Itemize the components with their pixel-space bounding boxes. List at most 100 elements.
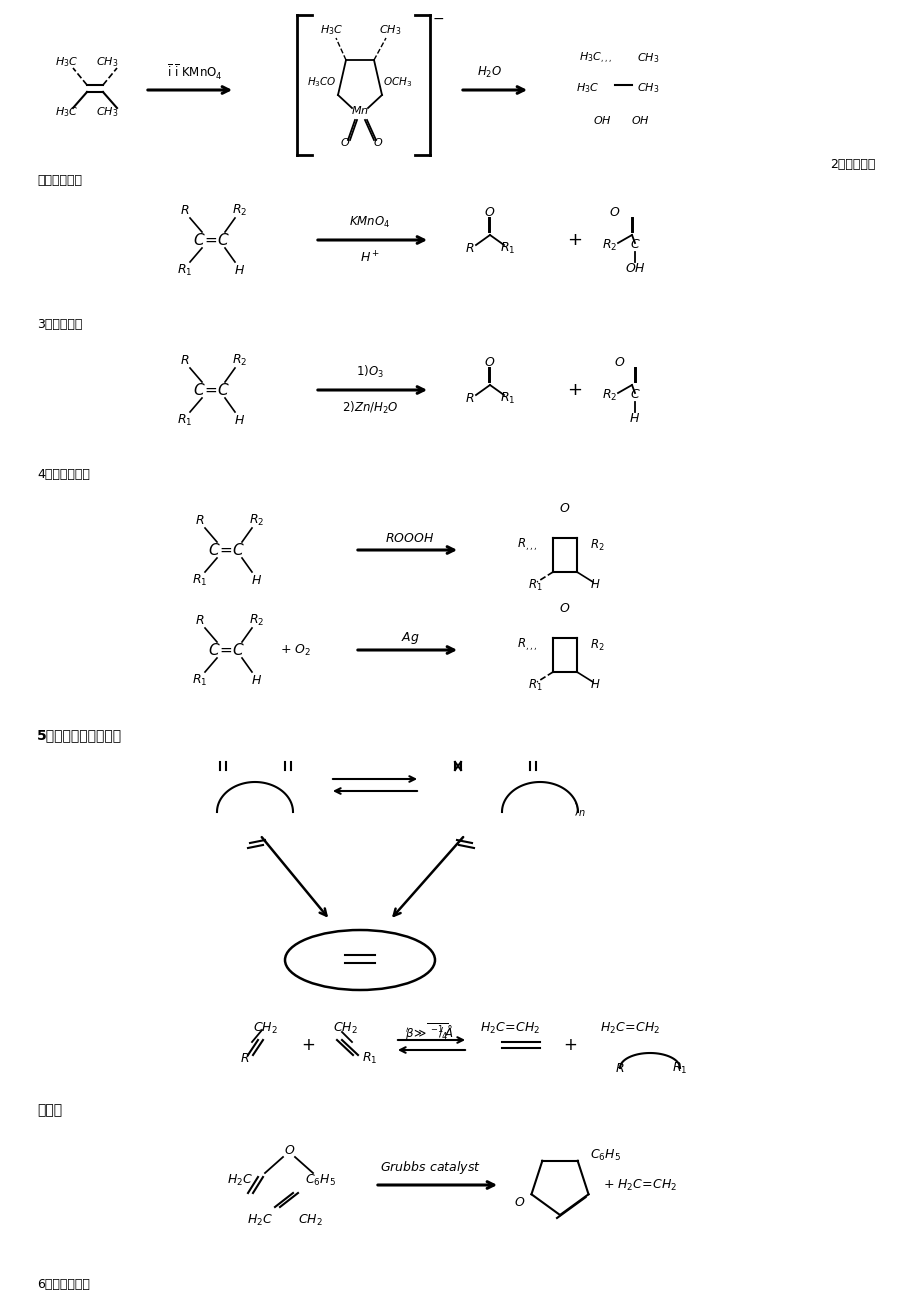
Text: $H_3C$: $H_3C$: [55, 55, 79, 69]
Text: $H$: $H$: [589, 578, 599, 591]
Text: $C$: $C$: [629, 388, 640, 401]
Text: $H_2C$: $H_2C$: [227, 1172, 253, 1187]
Text: $+$: $+$: [562, 1036, 576, 1055]
Text: $H_3CO$: $H_3CO$: [307, 76, 336, 89]
Text: $R_1$: $R_1$: [192, 573, 208, 587]
Text: $C$: $C$: [629, 238, 640, 251]
Text: $O$: $O$: [483, 355, 495, 368]
Text: $+\ O_2$: $+\ O_2$: [279, 642, 310, 658]
Text: $KMnO_4$: $KMnO_4$: [349, 215, 391, 229]
Text: $R_1$: $R_1$: [500, 391, 516, 405]
Text: $H$: $H$: [629, 411, 640, 424]
Text: 5、烯烃的复分解反应: 5、烯烃的复分解反应: [37, 728, 122, 742]
Text: $H$: $H$: [589, 678, 599, 691]
Text: $R_1$: $R_1$: [177, 263, 192, 277]
Text: $)_n$: $)_n$: [573, 801, 586, 819]
Text: 2）热浓酸性: 2）热浓酸性: [829, 159, 874, 172]
Text: $CH_2$: $CH_2$: [298, 1212, 322, 1228]
Text: $R_2$: $R_2$: [589, 638, 604, 652]
Text: $OH$: $OH$: [592, 115, 611, 126]
Text: $R_2$: $R_2$: [602, 388, 617, 402]
Text: $H$: $H$: [251, 673, 262, 686]
Text: $CH_3$: $CH_3$: [96, 55, 118, 69]
Text: $R_2$: $R_2$: [233, 353, 247, 367]
Text: $O$: $O$: [559, 501, 570, 514]
Text: $R_{,,,}$: $R_{,,,}$: [516, 637, 537, 654]
Text: $Grubbs\ catalyst$: $Grubbs\ catalyst$: [380, 1159, 480, 1176]
Text: $C\!=\!C$: $C\!=\!C$: [193, 232, 231, 247]
Text: $O$: $O$: [608, 206, 620, 219]
Text: $ROOOH$: $ROOOH$: [385, 531, 434, 544]
Text: $OH$: $OH$: [630, 115, 649, 126]
Text: $R_1$: $R_1$: [177, 413, 192, 427]
Text: $CH_3$: $CH_3$: [636, 81, 659, 95]
Text: $H_3C_{,,,}$: $H_3C_{,,,}$: [578, 51, 611, 65]
Text: $O$: $O$: [372, 135, 382, 148]
Text: $O$: $O$: [514, 1197, 525, 1210]
Text: $OH$: $OH$: [624, 262, 645, 275]
Text: $R_1$: $R_1$: [500, 241, 516, 255]
Text: $CH_2$: $CH_2$: [253, 1021, 277, 1035]
Text: $Mn$: $Mn$: [351, 104, 369, 116]
Text: $H$: $H$: [234, 414, 245, 427]
Text: $H^+$: $H^+$: [359, 250, 380, 266]
Text: $R$: $R$: [195, 513, 205, 526]
Text: $C\!=\!C$: $C\!=\!C$: [209, 542, 245, 559]
Text: $R_2$: $R_2$: [249, 513, 265, 527]
Text: $C_6H_5$: $C_6H_5$: [589, 1147, 619, 1163]
Text: $H$: $H$: [234, 263, 245, 276]
Text: $R$: $R$: [465, 392, 474, 405]
Text: $R$: $R$: [465, 241, 474, 254]
Text: $'\!\beta\!\gg\!\overline{\ ^{-1}\!\!/\!_4}\!\AA$: $'\!\beta\!\gg\!\overline{\ ^{-1}\!\!/\!…: [405, 1022, 454, 1043]
Text: $1)O_3$: $1)O_3$: [356, 365, 383, 380]
Text: $O$: $O$: [339, 135, 350, 148]
Text: $R$: $R$: [615, 1061, 624, 1074]
Text: $CH_3$: $CH_3$: [96, 105, 118, 118]
Text: $R$: $R$: [195, 613, 205, 626]
Text: $R$: $R$: [180, 203, 189, 216]
Text: 6、共轭二烯烃: 6、共轭二烯烃: [37, 1279, 90, 1292]
Text: $CH_2$: $CH_2$: [333, 1021, 357, 1035]
Text: $C\!=\!C$: $C\!=\!C$: [209, 642, 245, 658]
Text: $R_1$: $R_1$: [528, 677, 541, 693]
Text: $CH_3$: $CH_3$: [379, 23, 401, 36]
Text: $R_1$: $R_1$: [362, 1051, 378, 1065]
Text: $\rm\overline{i}\ \overline{i}\ KMnO_4$: $\rm\overline{i}\ \overline{i}\ KMnO_4$: [167, 62, 222, 82]
Text: $H_3C$: $H_3C$: [55, 105, 79, 118]
Text: $Ag$: $Ag$: [401, 630, 419, 646]
Text: $R_2$: $R_2$: [602, 237, 617, 253]
Text: $+$: $+$: [301, 1036, 314, 1055]
Text: $R$: $R$: [180, 354, 189, 366]
Text: $R_2$: $R_2$: [589, 538, 604, 552]
Text: $H_2C\!=\!CH_2$: $H_2C\!=\!CH_2$: [599, 1021, 659, 1035]
Text: $O$: $O$: [559, 602, 570, 615]
Text: $+$: $+$: [567, 381, 582, 398]
Text: $CH_3$: $CH_3$: [636, 51, 659, 65]
Text: 【例】: 【例】: [37, 1103, 62, 1117]
Text: $H_2C$: $H_2C$: [246, 1212, 273, 1228]
Text: $O$: $O$: [483, 206, 495, 219]
Text: $OCH_3$: $OCH_3$: [383, 76, 413, 89]
Text: $R_2$: $R_2$: [233, 202, 247, 217]
Text: $R_1$: $R_1$: [192, 672, 208, 687]
Text: $+\ H_2C\!=\!CH_2$: $+\ H_2C\!=\!CH_2$: [602, 1177, 676, 1193]
Text: 4）过氧酸氧化: 4）过氧酸氧化: [37, 469, 90, 482]
Text: $C\!=\!C$: $C\!=\!C$: [193, 381, 231, 398]
Text: $2)Zn/H_2O$: $2)Zn/H_2O$: [341, 400, 398, 417]
Text: $O$: $O$: [284, 1143, 295, 1156]
Text: $H_3C$: $H_3C$: [320, 23, 344, 36]
Text: $C_6H_5$: $C_6H_5$: [304, 1172, 335, 1187]
Text: $H$: $H$: [251, 573, 262, 586]
Text: $+$: $+$: [567, 230, 582, 249]
Text: 3）臭氧氧化: 3）臭氧氧化: [37, 319, 83, 332]
Text: 高锰酸钾氧化: 高锰酸钾氧化: [37, 173, 82, 186]
Text: $H_2C\!=\!CH_2$: $H_2C\!=\!CH_2$: [480, 1021, 539, 1035]
Text: $H_3C$: $H_3C$: [575, 81, 599, 95]
Text: $R_1$: $R_1$: [528, 578, 541, 592]
Text: $R_2$: $R_2$: [249, 612, 265, 628]
Text: $R$: $R$: [240, 1052, 249, 1065]
Text: $R_1$: $R_1$: [672, 1060, 687, 1075]
Text: $H_2O$: $H_2O$: [477, 65, 502, 79]
Text: $R_{,,,}$: $R_{,,,}$: [516, 536, 537, 553]
Text: $-$: $-$: [431, 10, 444, 25]
